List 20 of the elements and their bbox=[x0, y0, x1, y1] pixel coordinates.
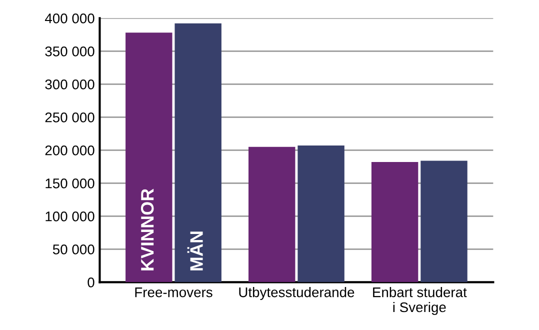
y-tick-label: 0 bbox=[88, 277, 94, 288]
y-tick-label: 50 000 bbox=[52, 244, 94, 254]
y-tick-label: 200 000 bbox=[45, 145, 94, 156]
series-label: MÄN bbox=[187, 232, 203, 270]
bar bbox=[298, 146, 344, 282]
y-tick-label: 150 000 bbox=[46, 178, 94, 188]
y-tick-label: 300 000 bbox=[45, 79, 94, 90]
bar bbox=[126, 32, 172, 282]
y-tick-label: 250 000 bbox=[45, 112, 94, 122]
series-label: KVINNOR bbox=[140, 188, 154, 270]
bar bbox=[248, 146, 296, 282]
bar bbox=[371, 162, 418, 282]
x-tick-label: Enbart studerat i Sverige bbox=[373, 287, 467, 315]
x-tick-label: Free-movers bbox=[135, 288, 212, 298]
x-tick-label: Utbytesstuderande bbox=[239, 287, 354, 300]
y-tick-label: 350 000 bbox=[45, 46, 94, 56]
bar bbox=[174, 23, 222, 282]
bar bbox=[420, 160, 468, 282]
y-tick-label: 100 000 bbox=[46, 211, 94, 222]
y-tick-label: 400 000 bbox=[44, 13, 94, 24]
